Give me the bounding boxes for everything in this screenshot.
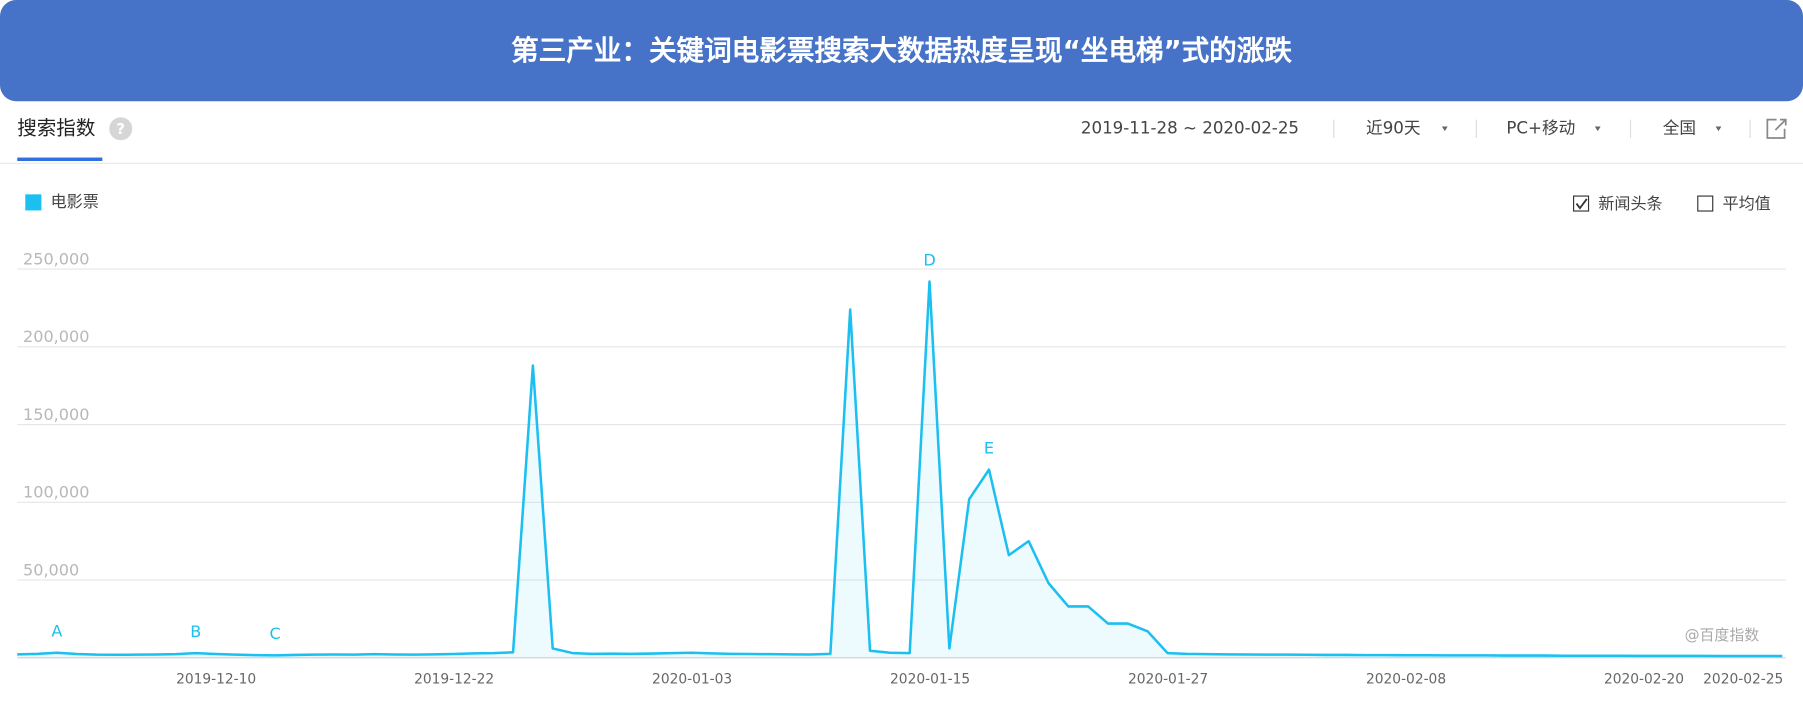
share-icon[interactable] [1766, 118, 1787, 139]
legend-swatch [25, 194, 42, 211]
annotation-label: D [923, 250, 935, 269]
news-option[interactable]: 新闻头条 [1598, 194, 1662, 213]
annotation-label: E [984, 438, 994, 457]
x-tick-label: 2020-02-20 [1604, 672, 1684, 688]
annotation-label: A [51, 622, 62, 641]
x-tick-label: 2019-12-10 [176, 672, 256, 688]
watermark: @百度指数 [1685, 626, 1760, 644]
y-tick-label: 100,000 [23, 483, 90, 502]
x-tick-label: 2020-01-15 [890, 672, 970, 688]
average-option[interactable]: 平均值 [1723, 194, 1771, 213]
annotation-label: C [269, 624, 280, 643]
region-select[interactable]: 全国 [1663, 118, 1696, 137]
checkbox-checked[interactable] [1573, 195, 1590, 212]
x-tick-label: 2020-02-08 [1366, 672, 1446, 688]
annotation-label: B [190, 622, 201, 641]
x-tick-label: 2020-01-03 [652, 672, 732, 688]
date-range[interactable]: 2019-11-28 ~ 2020-02-25 [1081, 118, 1299, 137]
area [17, 281, 1783, 658]
y-tick-label: 250,000 [23, 249, 90, 268]
period-select[interactable]: 近90天 [1366, 118, 1421, 137]
y-tick-label: 50,000 [23, 560, 79, 579]
header-title: 第三产业：关键词电影票搜索大数据热度呈现“坐电梯”式的涨跌 [511, 34, 1292, 67]
tab[interactable]: 搜索指数 [17, 116, 95, 139]
header-bar [0, 0, 1803, 102]
y-tick-label: 150,000 [23, 405, 90, 424]
dropdown-arrow [1441, 126, 1448, 132]
check-mark [1575, 198, 1588, 210]
x-tick-label: 2019-12-22 [414, 672, 494, 688]
help-text: ? [116, 120, 125, 138]
dropdown-arrow [1594, 126, 1601, 132]
dropdown-arrow [1715, 126, 1722, 132]
checkbox[interactable] [1697, 195, 1714, 212]
help-icon[interactable] [109, 117, 133, 141]
y-tick-label: 200,000 [23, 327, 90, 346]
legend-label[interactable]: 电影票 [51, 192, 99, 211]
tab-underline [17, 157, 103, 162]
x-tick-label: 2020-02-25 [1703, 672, 1783, 688]
line [17, 280, 1783, 658]
device-select[interactable]: PC+移动 [1506, 118, 1575, 137]
x-tick-label: 2020-01-27 [1128, 672, 1208, 688]
